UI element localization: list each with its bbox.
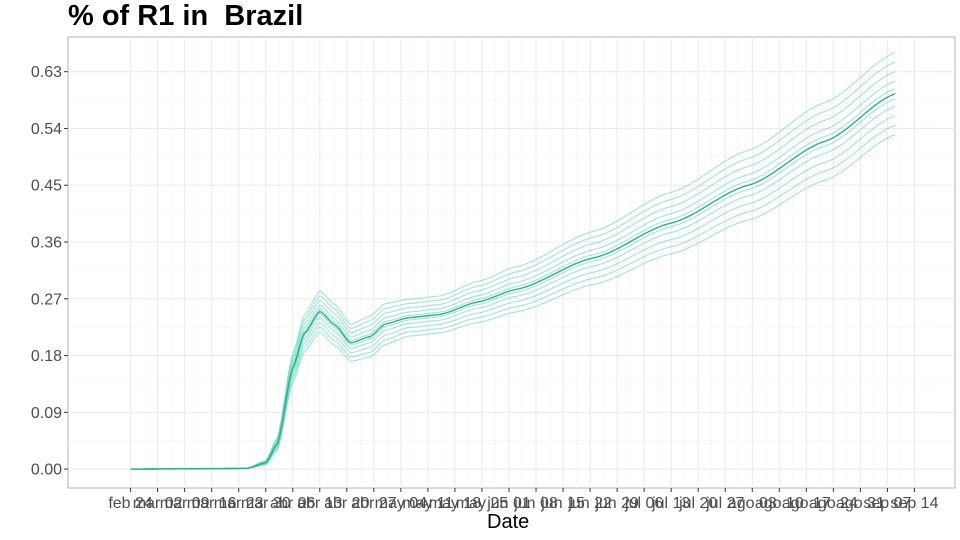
x-tick-label: abr 27 [351, 495, 396, 512]
x-tick-label: jun 01 [486, 495, 531, 512]
x-tick-label: abr 20 [324, 495, 369, 512]
y-tick-label: 0.54 [31, 121, 62, 138]
x-tick-label: feb 24 [108, 495, 153, 512]
x-tick-label: jul 20 [678, 495, 717, 512]
x-tick-label: ago 24 [809, 495, 858, 512]
x-tick-label: sep 14 [890, 495, 938, 512]
x-tick-label: mar 23 [214, 495, 264, 512]
x-tick-label: mar 09 [160, 495, 210, 512]
x-tick-label: jun 08 [513, 495, 558, 512]
y-tick-label: 0.36 [31, 235, 62, 252]
x-tick-label: abr 13 [297, 495, 342, 512]
y-axis: 0.00 0.09 0.18 0.27 0.36 0.45 0.54 0.63 [31, 64, 68, 479]
band-line [130, 52, 896, 470]
x-tick-label: jul 27 [705, 495, 744, 512]
y-tick-label: 0.18 [31, 348, 62, 365]
x-tick-label: mar 30 [241, 495, 291, 512]
y-tick-label: 0.27 [31, 291, 62, 308]
x-tick-label: jun 15 [540, 495, 585, 512]
x-axis-title: Date [487, 511, 530, 533]
x-tick-label: sep 07 [863, 495, 911, 512]
x-tick-label: may 25 [456, 495, 509, 512]
x-tick-label: may 04 [375, 495, 428, 512]
major-gridlines [68, 37, 955, 488]
x-tick-label: may 11 [402, 495, 453, 512]
y-tick-label: 0.63 [31, 64, 62, 81]
central-line-group [130, 93, 896, 470]
x-tick-label: ago 17 [782, 495, 831, 512]
x-tick-label: jul 06 [624, 495, 663, 512]
x-tick-label: jun 22 [567, 495, 612, 512]
y-tick-label: 0.09 [31, 405, 62, 422]
y-tick-label: 0.00 [31, 462, 62, 479]
plot-panel [67, 36, 956, 489]
x-tick-label: ago 03 [728, 495, 777, 512]
x-tick-label: jul 13 [651, 495, 690, 512]
x-tick-label: mar 02 [133, 495, 183, 512]
x-tick-label: may 18 [429, 495, 482, 512]
x-tick-label: ago 10 [755, 495, 804, 512]
chart-title: % of R1 in Brazil [68, 0, 304, 32]
y-tick-label: 0.45 [31, 178, 62, 195]
x-tick-label: mar 16 [187, 495, 237, 512]
x-tick-label: abr 06 [270, 495, 315, 512]
central-line [130, 93, 896, 470]
x-tick-label: ago 31 [836, 495, 885, 512]
x-tick-label: jun 29 [594, 495, 639, 512]
